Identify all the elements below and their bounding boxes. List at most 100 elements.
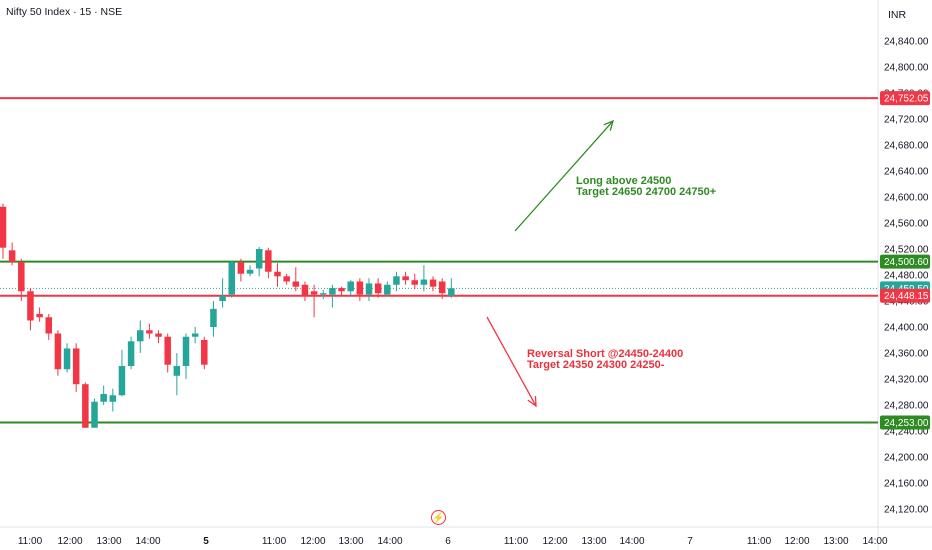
time-tick-label: 11:00 [262,536,287,547]
candle-body [173,366,181,376]
candle-body [219,295,226,301]
time-tick-label: 5 [203,536,209,547]
time-tick-label: 14:00 [377,536,402,547]
candle-body [54,333,62,370]
candle-body [0,206,7,248]
candle-body [146,330,153,334]
long-arrow-head [603,119,614,131]
time-tick-label: 14:00 [135,536,160,547]
candle-body [63,348,71,370]
price-tick-label: 24,320.00 [884,375,929,386]
price-tick-label: 24,720.00 [884,115,929,126]
candle-body [255,249,263,269]
candle-body [384,284,391,295]
candle-body [393,276,400,285]
candle-body [237,262,245,274]
candle-body [45,317,52,334]
candle-body [320,293,327,295]
long-annotation: Long above 24500 Target 24650 24700 2475… [576,175,717,198]
candle-body [265,250,272,272]
price-tick-label: 24,520.00 [884,245,929,256]
price-level-badge-label: 24,500.60 [884,257,929,268]
short-arrow-head [527,395,537,408]
short-annotation: Reversal Short @24450-24400 Target 24350… [527,348,684,371]
price-level-badge [880,288,930,303]
candle-body [329,288,336,295]
candle-body [137,330,144,342]
candle-body [191,333,199,337]
time-tick-label: 12:00 [300,536,325,547]
candle-body [374,283,382,294]
time-tick-label: 12:00 [542,536,567,547]
long-arrow [514,120,614,232]
time-tick-label: 6 [445,536,451,547]
price-tick-label: 24,480.00 [884,271,929,282]
price-tick-label: 24,280.00 [884,401,929,412]
price-tick-label: 24,680.00 [884,141,929,152]
price-level-badge [880,91,930,106]
symbol-title[interactable]: Nifty 50 Index · 15 · NSE [6,6,123,18]
price-level-badge-label: 24,253.00 [884,418,929,429]
candle-body [155,333,162,337]
price-level-badge-label: 24,752.05 [884,94,929,105]
candle-body [100,393,107,402]
price-level-badge [880,415,930,430]
candle-body [365,283,373,295]
price-tick-label: 24,800.00 [884,63,929,74]
candle-body [420,279,428,285]
time-tick-label: 14:00 [862,536,887,547]
candle-body [91,401,98,428]
price-tick-label: 24,600.00 [884,193,929,204]
candle-body [292,281,300,287]
price-tick-label: 24,160.00 [884,479,929,490]
candle-body [109,395,117,402]
candle-body [356,281,364,295]
price-tick-label: 24,560.00 [884,219,929,230]
candle-body [438,281,446,294]
candle-body [8,250,16,262]
candle-body [338,288,345,292]
price-tick-label: 24,640.00 [884,167,929,178]
candle-body [411,280,418,285]
time-tick-label: 14:00 [619,536,644,547]
candle-body [301,284,309,296]
time-tick-label: 13:00 [581,536,606,547]
candle-body [274,271,281,277]
candle-body [82,384,89,428]
candle-body [246,269,254,274]
price-level-badge-label: 24,448.15 [884,291,929,302]
time-tick-label: 13:00 [823,536,848,547]
short-arrow [486,316,537,407]
currency-label[interactable]: INR [888,9,907,21]
candle-body [201,340,208,365]
price-tick-label: 24,200.00 [884,453,929,464]
candle-body [429,279,437,287]
time-tick-label: 11:00 [18,536,43,547]
candle-body [402,276,409,281]
flash-icon[interactable]: ⚡ [431,510,446,525]
time-tick-label: 13:00 [338,536,363,547]
time-tick-label: 11:00 [747,536,772,547]
candle-body [18,262,25,292]
time-tick-label: 12:00 [784,536,809,547]
candle-body [118,366,126,396]
candle-body [27,291,34,321]
price-level-badge [880,254,930,269]
candle-body [448,288,455,296]
time-tick-label: 11:00 [504,536,529,547]
candle-body [310,291,318,295]
time-tick-label: 7 [687,536,693,547]
candle-body [347,281,354,292]
price-tick-label: 24,840.00 [884,37,929,48]
candle-body [164,336,171,365]
time-tick-label: 12:00 [57,536,82,547]
candle-body [283,276,290,282]
price-tick-label: 24,400.00 [884,323,929,334]
candle-body [36,314,43,318]
candle-body [127,341,135,366]
price-tick-label: 24,360.00 [884,349,929,360]
candle-body [182,336,190,366]
price-tick-label: 24,120.00 [884,505,929,516]
price-tick-label: 24,240.00 [884,427,929,438]
